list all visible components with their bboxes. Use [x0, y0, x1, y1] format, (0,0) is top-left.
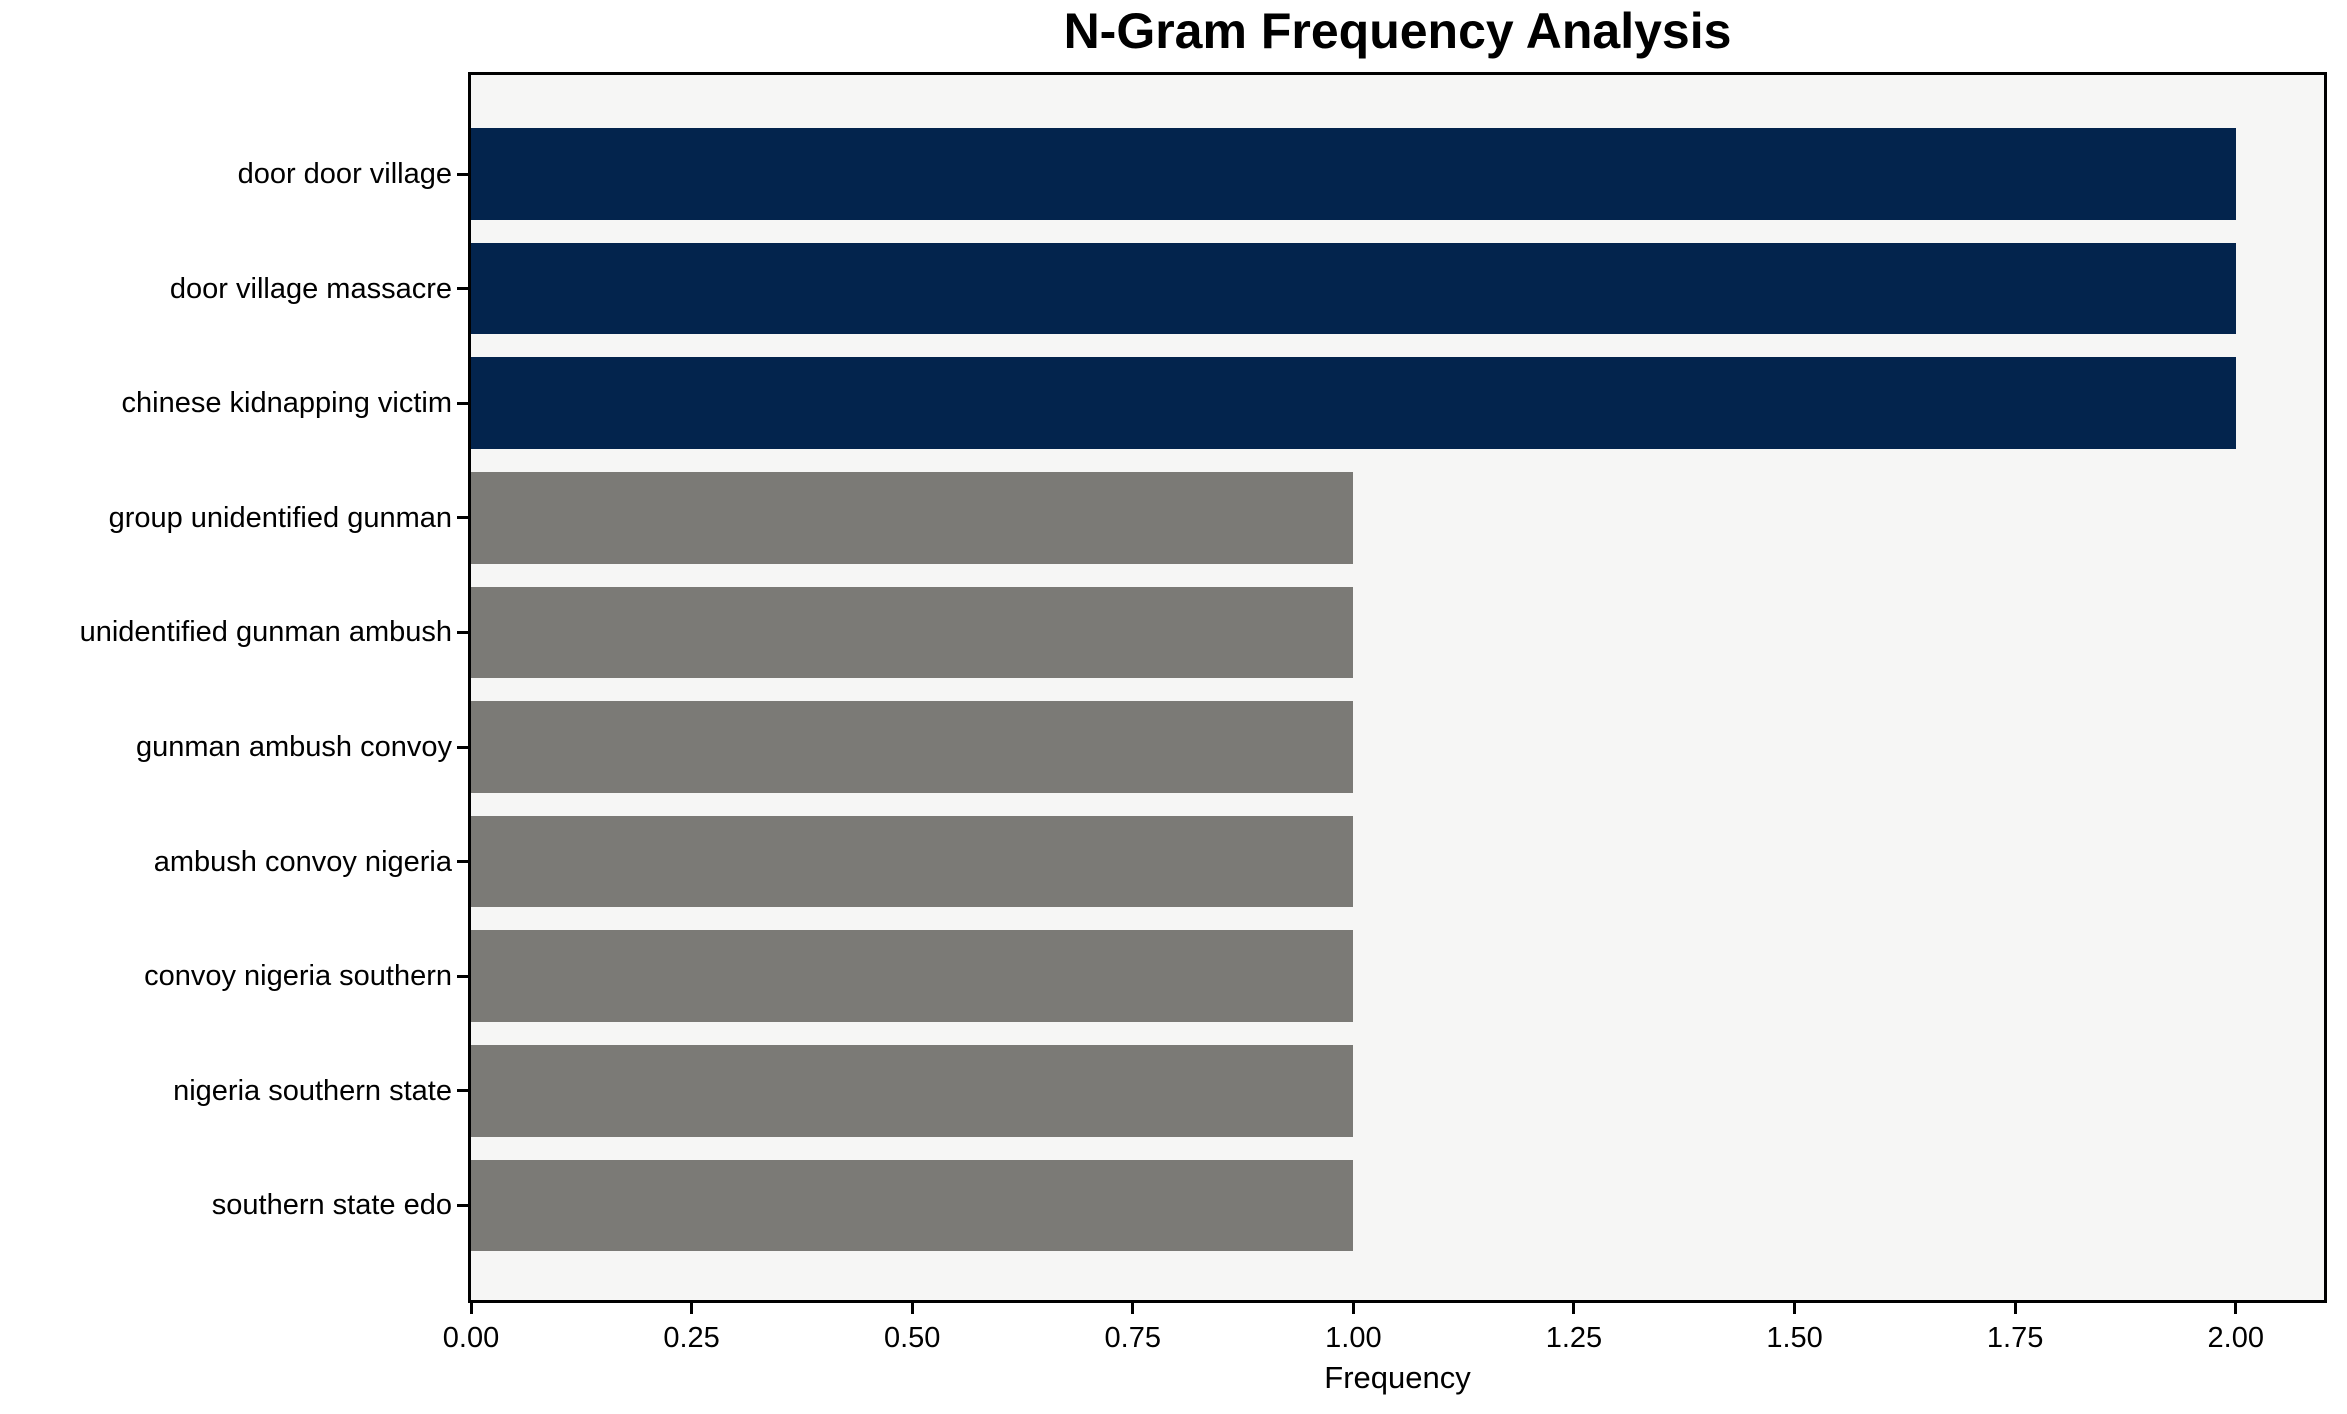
- bar: [471, 357, 2236, 450]
- y-tick-mark: [457, 630, 468, 634]
- x-tick-label: 0.00: [442, 1322, 500, 1354]
- bar: [471, 1159, 1354, 1252]
- x-tick-mark: [1572, 1303, 1576, 1314]
- y-tick-label: nigeria southern state: [173, 1074, 452, 1107]
- bar: [471, 586, 1354, 679]
- x-tick-mark: [1131, 1303, 1135, 1314]
- y-tick-mark: [457, 1203, 468, 1207]
- y-tick-mark: [457, 745, 468, 749]
- x-tick-label: 0.50: [883, 1322, 941, 1354]
- x-tick-label: 2.00: [2207, 1322, 2264, 1354]
- y-tick-label: chinese kidnapping victim: [121, 387, 452, 420]
- x-tick-mark: [1793, 1303, 1797, 1314]
- x-tick-mark: [690, 1303, 694, 1314]
- y-tick-label: ambush convoy nigeria: [153, 845, 452, 878]
- y-tick-mark: [457, 172, 468, 176]
- x-tick-label: 1.25: [1545, 1322, 1603, 1354]
- y-tick-mark: [457, 401, 468, 405]
- x-axis-label: Frequency: [1324, 1360, 1471, 1395]
- x-tick-mark: [2013, 1303, 2017, 1314]
- plot-area: [468, 72, 2327, 1303]
- bar: [471, 815, 1354, 908]
- bar: [471, 1044, 1354, 1137]
- x-tick-label: 1.75: [1986, 1322, 2044, 1354]
- y-tick-label: door village massacre: [169, 272, 452, 305]
- x-tick-mark: [2234, 1303, 2238, 1314]
- y-tick-label: group unidentified gunman: [108, 501, 452, 534]
- y-tick-mark: [457, 860, 468, 864]
- bar: [471, 701, 1354, 793]
- x-tick-mark: [1351, 1303, 1355, 1314]
- bar: [471, 930, 1354, 1023]
- x-tick-label: 0.25: [663, 1322, 720, 1354]
- bar: [471, 471, 1354, 564]
- x-tick-mark: [910, 1303, 914, 1314]
- y-tick-mark: [457, 974, 468, 978]
- y-tick-label: southern state edo: [211, 1189, 452, 1222]
- bar: [471, 242, 2236, 335]
- y-tick-label: door door village: [237, 158, 452, 190]
- chart-title: N-Gram Frequency Analysis: [1063, 3, 1732, 59]
- x-tick-mark: [469, 1303, 473, 1314]
- bar: [471, 128, 2236, 220]
- y-tick-mark: [457, 1089, 468, 1093]
- y-tick-mark: [457, 516, 468, 520]
- x-tick-label: 1.50: [1766, 1322, 1823, 1354]
- x-tick-label: 0.75: [1104, 1322, 1161, 1354]
- y-tick-mark: [457, 287, 468, 291]
- y-tick-label: convoy nigeria southern: [144, 960, 452, 993]
- y-tick-label: gunman ambush convoy: [136, 731, 452, 763]
- y-tick-label: unidentified gunman ambush: [79, 616, 452, 649]
- x-tick-label: 1.00: [1325, 1322, 1382, 1354]
